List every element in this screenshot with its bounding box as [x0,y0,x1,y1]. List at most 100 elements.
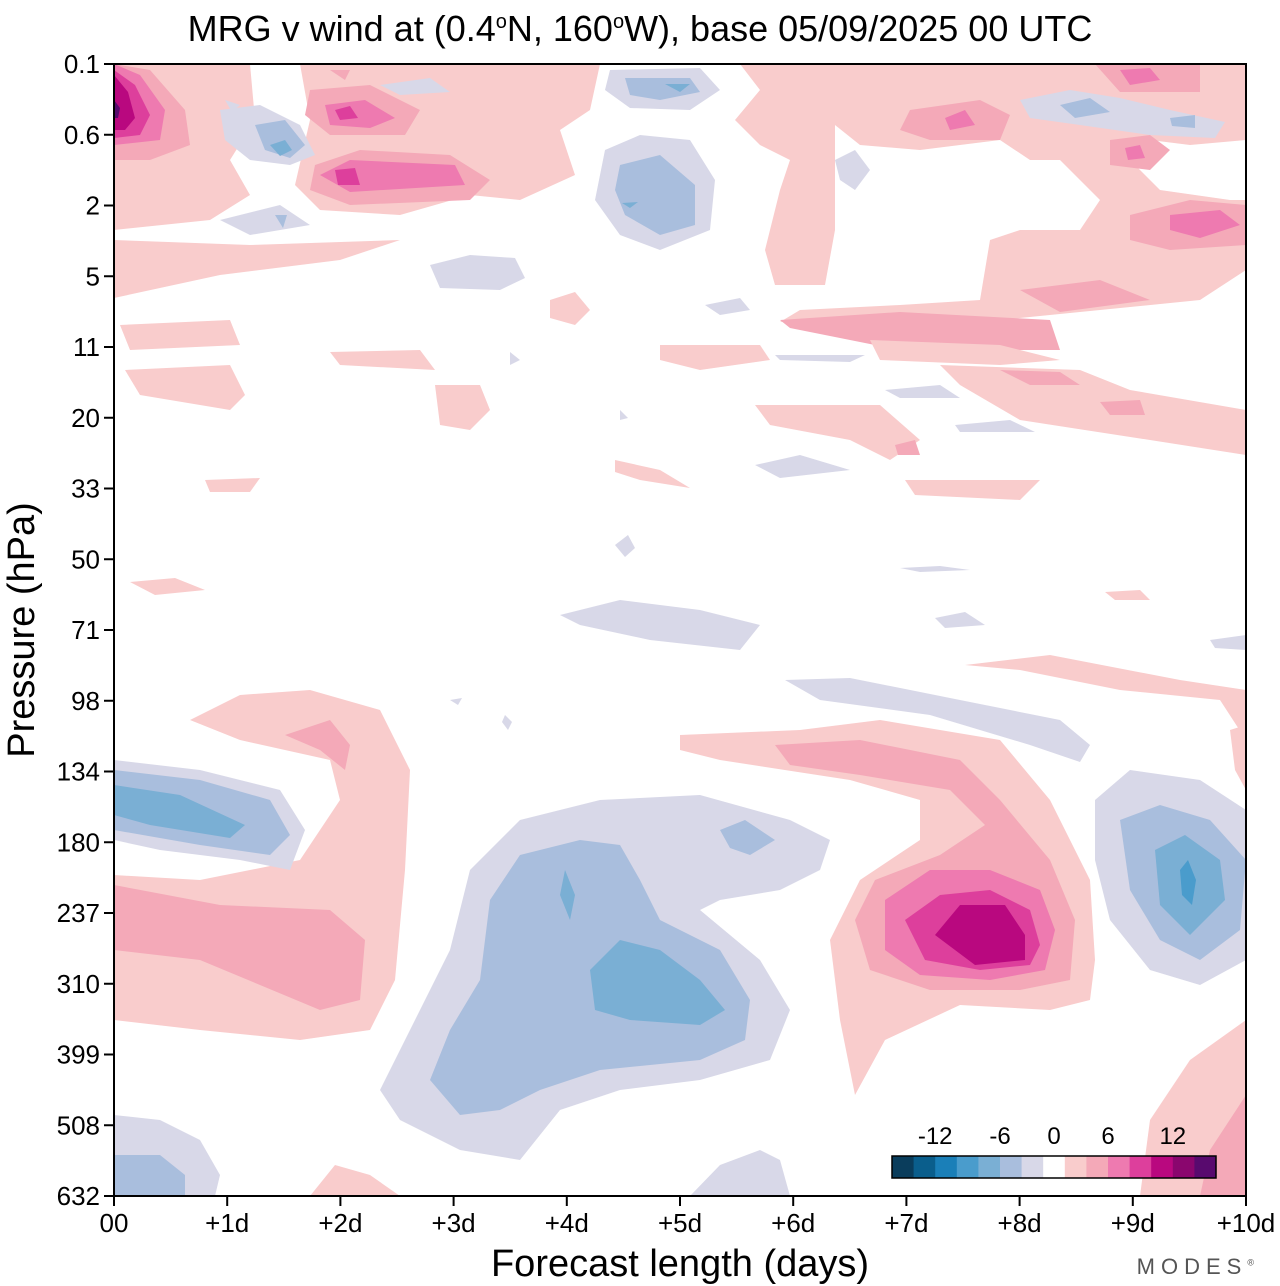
contour-fill [955,420,1035,432]
x-tick-label: +7d [884,1208,928,1238]
contour-fill [870,340,1060,365]
y-tick-label: 71 [71,615,100,645]
top-left-maximum [114,64,255,230]
contour-fill [510,352,520,365]
top-right-positive [735,64,1246,350]
contour-fill [705,298,750,315]
contour-fill [622,202,638,208]
contour-fill [1105,590,1150,600]
contour-fill [125,365,245,410]
colorbar-swatch [1086,1156,1109,1178]
contour-fill [1170,210,1240,238]
contour-fill [120,320,240,350]
contour-fill [615,155,695,235]
x-tick-label: +5d [658,1208,702,1238]
title-suffix: W), base 05/09/2025 00 UTC [624,8,1093,49]
colorbar-swatch [892,1156,915,1178]
y-tick-label: 33 [71,474,100,504]
contour-fill [885,385,960,398]
colorbar-swatch [1064,1156,1087,1178]
contour-fill [735,64,1246,322]
modes-logo: MODES® [1137,1254,1254,1280]
negative-anomaly-day9 [1095,770,1246,985]
upper-negative [220,68,1246,730]
colorbar-frame [891,1155,1217,1179]
contour-fill [1180,860,1196,905]
contour-fill [502,715,512,730]
x-tick-label: +8d [998,1208,1042,1238]
y-tick-label: 508 [57,1110,100,1140]
colorbar-swatch [1151,1156,1174,1178]
contour-fill [1125,145,1145,160]
contour-fill [780,312,1060,350]
colorbar-swatch [1194,1156,1217,1178]
y-tick-label: 11 [73,332,100,362]
contour-fill [660,345,770,370]
colorbar-tick-label: -12 [918,1123,953,1150]
contour-fill [940,365,1246,455]
colorbar-swatch [913,1156,936,1178]
y-tick-label: 0.6 [64,120,100,150]
contour-fill [430,840,750,1115]
upper-scattered-positive [114,240,1246,600]
positive-anomaly-day7 [680,655,1246,1095]
x-tick-label: +1d [205,1208,249,1238]
contour-fill [114,1155,185,1196]
contour-fill [615,535,635,557]
colorbar-swatch [1129,1156,1152,1178]
contour-fill [1210,635,1246,650]
contour-fill [905,480,1040,500]
title-prefix: MRG v wind at (0.4 [187,8,496,49]
logo-text: MODES [1136,1254,1248,1279]
contour-fill [1060,98,1110,118]
contour-fill [325,100,395,128]
contour-fill [335,168,360,185]
contour-fill [560,600,760,650]
contour-fill [285,720,350,770]
x-tick-label: 00 [100,1208,129,1238]
x-axis: 00 +1d +2d +3d +4d +5d +6d +7d +8d +9d +10d [100,1196,1275,1238]
contour-fill [380,78,450,95]
colorbar-swatch [1000,1156,1023,1178]
y-tick-label: 20 [71,403,100,433]
contour-fill [720,820,775,855]
degree-symbol-lon: o [612,11,625,33]
contour-fill [114,785,245,838]
x-tick-label: +2d [318,1208,362,1238]
contour-fill [1120,68,1160,85]
contour-fill [330,350,435,370]
colorbar-swatch [978,1156,1001,1178]
colorbar-tick-label: 6 [1101,1123,1114,1150]
top-band-positive [295,64,600,215]
contour-fill [114,885,365,1010]
contour-fill [775,355,865,362]
contour-fill [785,678,1090,762]
contour-fill [430,255,525,290]
colorbar-swatch [1043,1156,1066,1178]
contour-fill [895,440,920,455]
contour-fill [114,240,400,298]
negative-anomaly-day4 [380,795,830,1160]
contour-fill [310,1165,400,1196]
chart-title: MRG v wind at (0.4oN, 160oW), base 05/09… [0,0,1280,51]
y-axis-label: Pressure (hPa) [1,502,43,758]
contour-fill [690,1150,790,1196]
contour-fill [935,612,985,628]
contour-fill [130,578,205,595]
contour-fill [665,84,690,92]
colorbar: -12 -6 0 6 12 [891,1123,1217,1179]
contour-fill [560,870,575,920]
contour-fill [270,140,292,156]
contour-fill [205,478,260,492]
contour-fill [965,655,1246,740]
positive-anomaly-left [114,690,410,1040]
colorbar-swatch [1021,1156,1044,1178]
colorbar-swatch [956,1156,979,1178]
bottom-negative [114,1115,790,1196]
contour-fill [435,385,490,430]
contour-fill [590,940,725,1025]
contour-fill [550,292,590,325]
contour-fill [330,70,350,80]
degree-symbol-lat: o [495,11,507,33]
y-axis: 0.1 0.6 2 5 11 20 33 50 71 98 134 180 237 310 399 508 63… [57,49,114,1211]
